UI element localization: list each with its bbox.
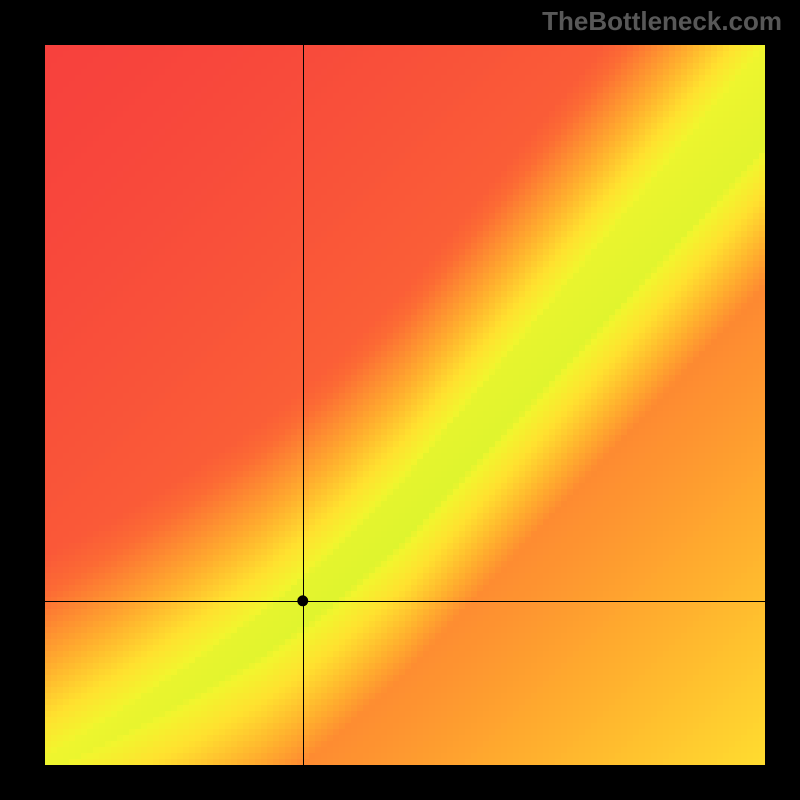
watermark-text: TheBottleneck.com bbox=[542, 6, 782, 37]
heatmap-canvas bbox=[0, 0, 800, 800]
chart-container: TheBottleneck.com bbox=[0, 0, 800, 800]
